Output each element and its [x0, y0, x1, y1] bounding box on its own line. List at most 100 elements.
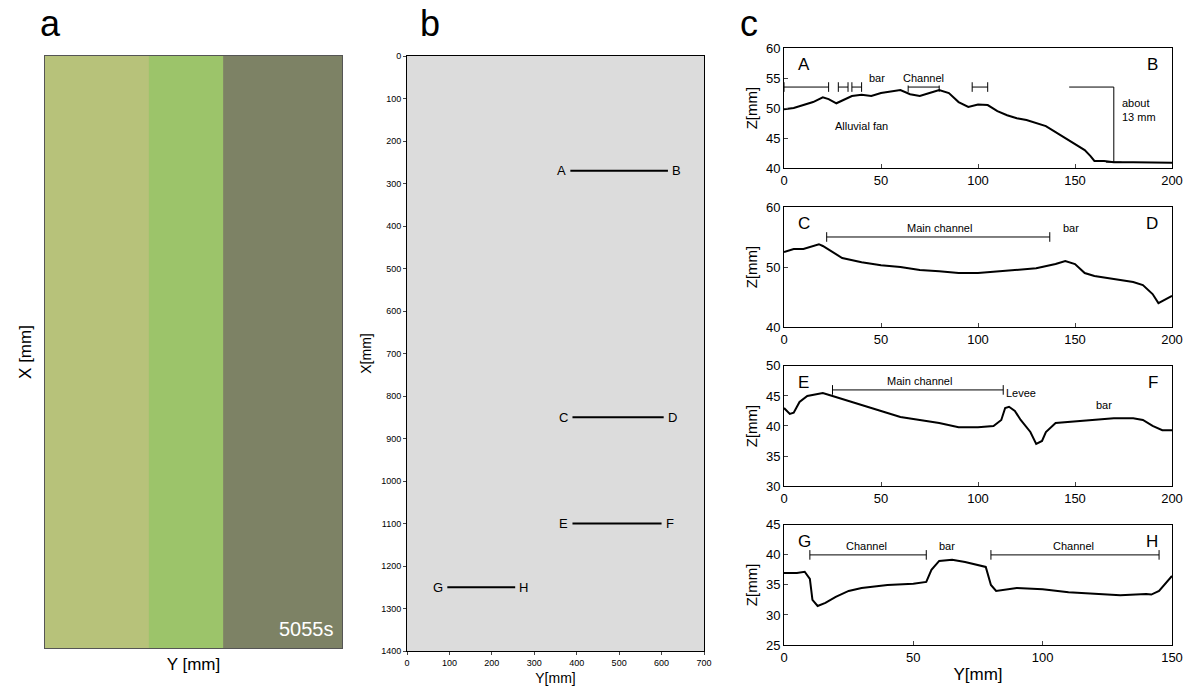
svg-text:100: 100 — [967, 332, 989, 347]
svg-text:35: 35 — [766, 449, 780, 464]
svg-text:bar: bar — [939, 540, 955, 552]
html-text:a: a — [40, 3, 60, 44]
svg-text:50: 50 — [766, 260, 780, 275]
svg-text:40: 40 — [766, 547, 780, 562]
svg-text:50: 50 — [874, 173, 888, 188]
svg-text:D: D — [668, 410, 677, 425]
svg-text:D: D — [1146, 214, 1158, 233]
svg-text:50: 50 — [766, 101, 780, 116]
svg-text:500: 500 — [386, 264, 401, 274]
svg-text:40: 40 — [766, 320, 780, 335]
svg-text:G: G — [798, 532, 811, 551]
svg-text:F: F — [1148, 373, 1158, 392]
svg-text:Levee: Levee — [1006, 387, 1036, 399]
svg-text:200: 200 — [1161, 332, 1183, 347]
svg-text:200: 200 — [1161, 173, 1183, 188]
svg-text:Z[mm]: Z[mm] — [743, 87, 760, 129]
svg-text:1000: 1000 — [381, 476, 401, 486]
html-text:b: b — [420, 3, 440, 44]
svg-text:Y [mm]: Y [mm] — [167, 655, 221, 674]
svg-text:150: 150 — [1064, 491, 1086, 506]
svg-text:Z[mm]: Z[mm] — [743, 564, 760, 607]
svg-text:E: E — [798, 373, 809, 392]
svg-text:bar: bar — [869, 72, 885, 84]
svg-text:Y[mm]: Y[mm] — [953, 665, 1002, 684]
svg-text:0: 0 — [780, 491, 787, 506]
svg-text:1200: 1200 — [381, 561, 401, 571]
svg-text:G: G — [433, 580, 443, 595]
svg-text:C: C — [798, 214, 810, 233]
svg-text:40: 40 — [766, 419, 780, 434]
svg-text:Channel: Channel — [1053, 540, 1094, 552]
svg-text:0: 0 — [396, 51, 401, 61]
svg-text:0: 0 — [780, 332, 787, 347]
svg-text:bar: bar — [1096, 399, 1112, 411]
svg-text:Channel: Channel — [846, 540, 887, 552]
svg-text:A: A — [557, 163, 566, 178]
svg-text:Main channel: Main channel — [887, 375, 952, 387]
svg-text:45: 45 — [766, 517, 780, 532]
svg-text:E: E — [559, 516, 568, 531]
svg-text:35: 35 — [766, 577, 780, 592]
svg-text:Z[mm]: Z[mm] — [743, 246, 760, 288]
svg-text:50: 50 — [766, 358, 780, 373]
svg-text:30: 30 — [766, 479, 780, 494]
svg-text:100: 100 — [967, 491, 989, 506]
svg-text:60: 60 — [766, 200, 780, 215]
svg-text:1400: 1400 — [381, 646, 401, 656]
svg-text:Z[mm]: Z[mm] — [743, 405, 760, 448]
svg-text:Channel: Channel — [903, 72, 944, 84]
svg-text:B: B — [1147, 55, 1158, 74]
svg-text:700: 700 — [696, 658, 711, 668]
svg-text:60: 60 — [766, 41, 780, 56]
svg-text:bar: bar — [1063, 222, 1079, 234]
svg-text:Main channel: Main channel — [907, 222, 972, 234]
svg-text:Alluvial fan: Alluvial fan — [835, 120, 888, 132]
svg-text:200: 200 — [386, 136, 401, 146]
svg-text:150: 150 — [1064, 173, 1086, 188]
svg-text:X [mm]: X [mm] — [16, 325, 35, 379]
svg-text:about13 mm: about13 mm — [1122, 97, 1156, 123]
svg-text:55: 55 — [766, 71, 780, 86]
svg-text:50: 50 — [874, 332, 888, 347]
svg-text:400: 400 — [569, 658, 584, 668]
svg-text:A: A — [798, 55, 810, 74]
svg-text:500: 500 — [612, 658, 627, 668]
svg-text:40: 40 — [766, 161, 780, 176]
svg-text:150: 150 — [1064, 332, 1086, 347]
svg-text:200: 200 — [484, 658, 499, 668]
svg-text:45: 45 — [766, 388, 780, 403]
svg-text:100: 100 — [1032, 650, 1054, 665]
svg-text:0: 0 — [780, 650, 787, 665]
svg-text:H: H — [519, 580, 528, 595]
svg-text:B: B — [672, 163, 681, 178]
svg-text:5055s: 5055s — [279, 618, 334, 640]
svg-text:0: 0 — [404, 658, 409, 668]
svg-text:150: 150 — [1161, 650, 1183, 665]
svg-text:400: 400 — [386, 221, 401, 231]
svg-text:X[mm]: X[mm] — [358, 333, 374, 373]
svg-text:Y[mm]: Y[mm] — [535, 670, 575, 686]
svg-text:50: 50 — [874, 491, 888, 506]
svg-text:200: 200 — [1161, 491, 1183, 506]
svg-text:30: 30 — [766, 608, 780, 623]
svg-text:100: 100 — [967, 173, 989, 188]
svg-text:F: F — [666, 516, 674, 531]
svg-text:1100: 1100 — [382, 519, 401, 529]
svg-text:600: 600 — [386, 306, 401, 316]
svg-text:100: 100 — [442, 658, 457, 668]
svg-text:45: 45 — [766, 131, 780, 146]
svg-text:1300: 1300 — [381, 604, 401, 614]
svg-text:H: H — [1146, 532, 1158, 551]
svg-text:300: 300 — [386, 179, 401, 189]
svg-text:50: 50 — [906, 650, 920, 665]
svg-text:900: 900 — [386, 434, 401, 444]
svg-text:300: 300 — [527, 658, 542, 668]
svg-text:100: 100 — [386, 94, 401, 104]
svg-text:700: 700 — [386, 349, 401, 359]
svg-text:C: C — [559, 410, 568, 425]
svg-text:800: 800 — [386, 391, 401, 401]
svg-text:0: 0 — [780, 173, 787, 188]
svg-text:600: 600 — [654, 658, 669, 668]
svg-text:25: 25 — [766, 638, 780, 653]
